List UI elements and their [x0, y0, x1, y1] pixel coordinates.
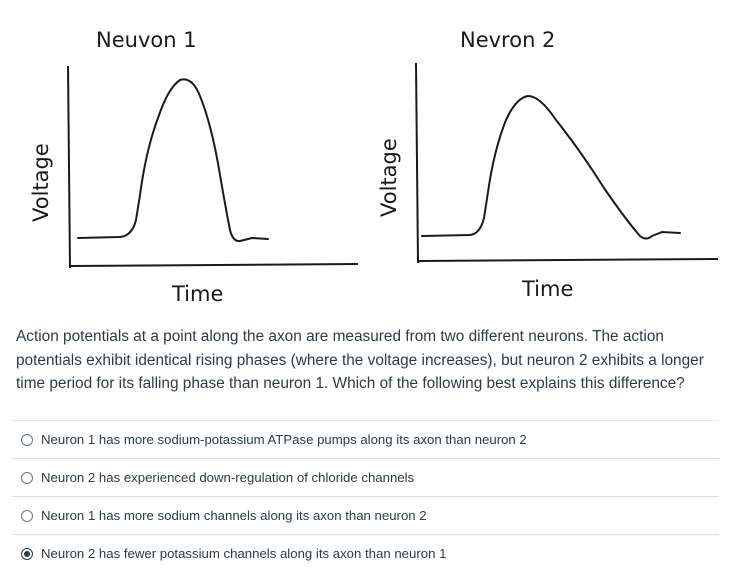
neuron2-x-axis [417, 258, 719, 262]
radio-button[interactable] [21, 509, 33, 522]
radio-button[interactable] [21, 471, 33, 484]
answer-option-label: Neuron 1 has more sodium-potassium ATPas… [41, 432, 527, 447]
neuron2-x-axis-label: Time [521, 277, 573, 301]
neuron2-action-potential-curve [421, 95, 681, 240]
answer-option-3[interactable]: Neuron 1 has more sodium channels along … [12, 496, 719, 534]
radio-button-selected[interactable] [21, 547, 33, 560]
neuron1-y-axis-label: Voltage [29, 143, 53, 222]
neuron1-title: Neuvon 1 [96, 28, 197, 52]
radio-button[interactable] [21, 433, 33, 446]
neuron1-action-potential-curve [77, 78, 269, 243]
neuron1-x-axis-label: Time [171, 282, 223, 306]
answer-options: Neuron 1 has more sodium-potassium ATPas… [12, 420, 719, 572]
neuron2-y-axis-label: Voltage [377, 138, 401, 217]
answer-option-label: Neuron 2 has fewer potassium channels al… [41, 546, 447, 561]
action-potential-figure: Neuvon 1 Voltage Time Nevron 2 Voltage T… [29, 28, 719, 306]
question-text: Action potentials at a point along the a… [16, 328, 704, 392]
neuron2-title: Nevron 2 [460, 28, 555, 52]
answer-option-1[interactable]: Neuron 1 has more sodium-potassium ATPas… [12, 420, 719, 458]
figure-drawing: Neuvon 1 Voltage Time Nevron 2 Voltage T… [29, 28, 719, 306]
answer-option-2[interactable]: Neuron 2 has experienced down-regulation… [12, 458, 719, 496]
answer-option-label: Neuron 1 has more sodium channels along … [41, 508, 427, 523]
neuron2-y-axis [415, 62, 419, 264]
neuron1-x-axis [69, 263, 359, 267]
neuron1-y-axis [67, 65, 71, 269]
answer-option-label: Neuron 2 has experienced down-regulation… [41, 470, 415, 485]
answer-option-4[interactable]: Neuron 2 has fewer potassium channels al… [12, 534, 719, 572]
